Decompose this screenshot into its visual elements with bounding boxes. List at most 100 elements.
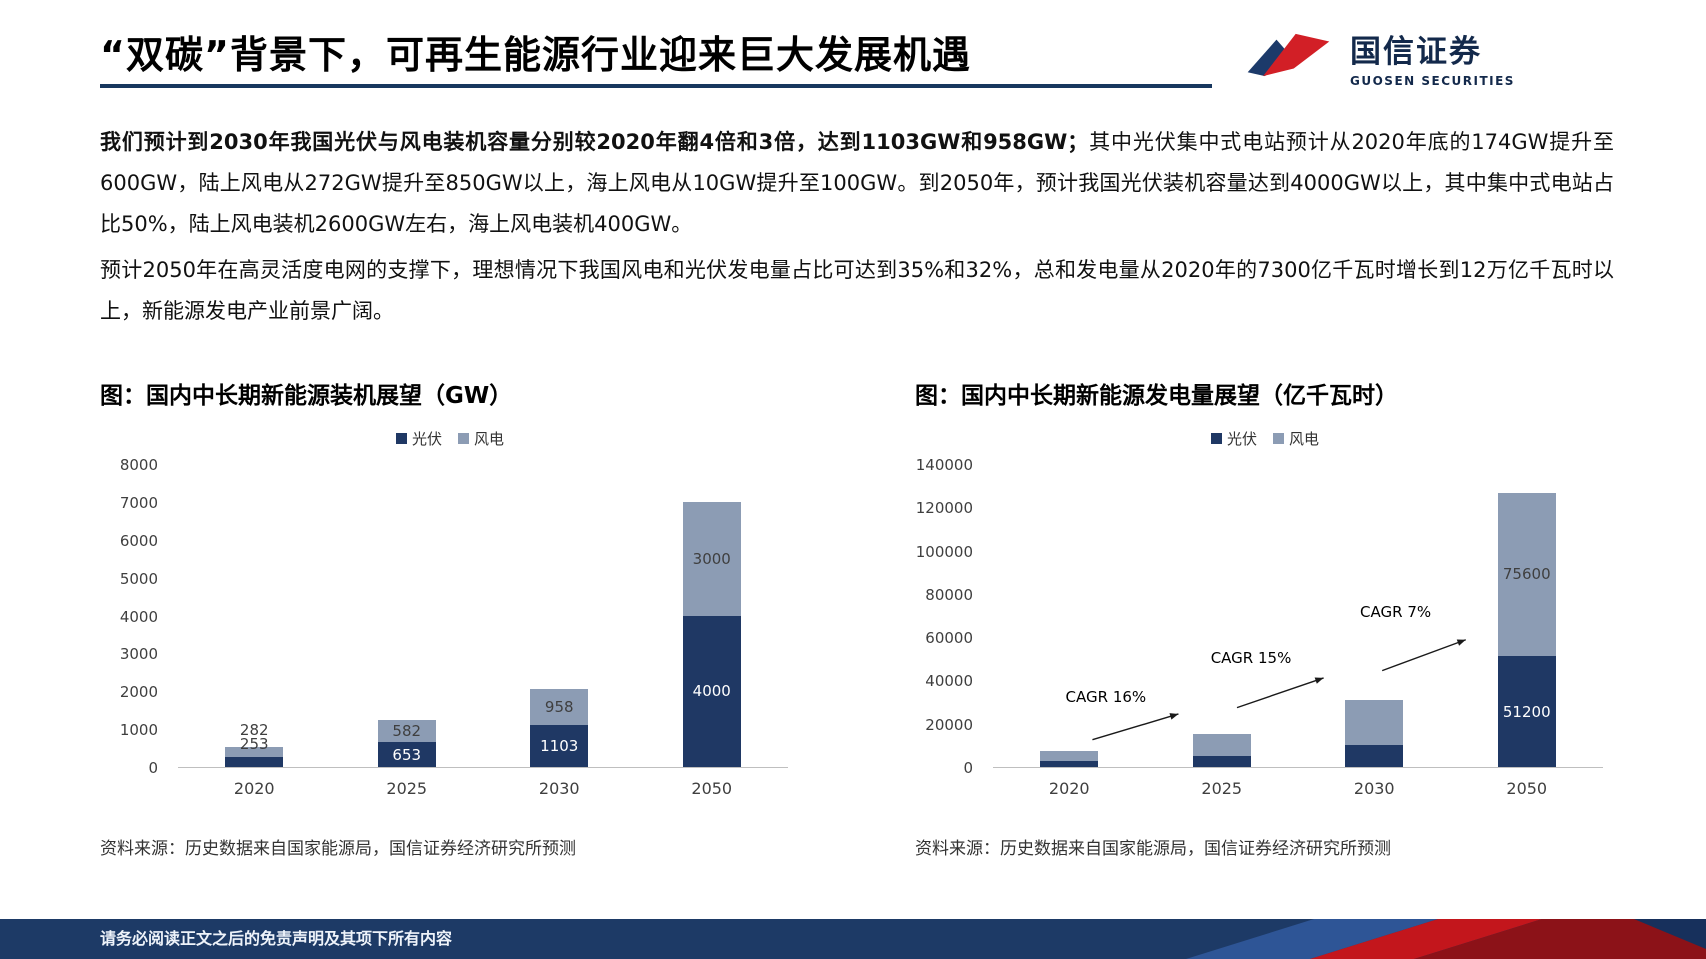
bar-value-label: 75600 [1502,565,1551,584]
y-axis-tick-label: 5000 [119,569,158,588]
legend-swatch [1210,433,1222,444]
legend-label: 风电 [474,430,505,448]
legend-label: 光伏 [1226,430,1257,448]
y-axis-tick-label: 1000 [119,721,158,740]
bar-value-label: 1103 [540,737,579,756]
footer-bar: 请务必阅读正文之后的免责声明及其项下所有内容 [0,919,1706,959]
bar-value-label: 958 [544,698,574,717]
title-underline [100,84,1212,88]
bar-segment-风电-2050 [1497,492,1556,657]
y-axis-tick-label: 140000 [915,456,973,474]
y-axis-tick-label: 2000 [119,683,158,702]
category-slot-2025: 653 582 [331,464,484,767]
summary-paragraph-1-bold: 我们预计到2030年我国光伏与风电装机容量分别较2020年翻4倍和3倍，达到11… [100,130,1089,154]
guosen-logo: 国信证券 GUOSEN SECURITIES [1240,26,1515,88]
bar-value-label: 653 [392,745,422,764]
x-axis-category-label: 2050 [1506,779,1548,798]
page-title: “双碳”背景下，可再生能源行业迎来巨大发展机遇 [100,33,971,77]
x-axis-category-label: 2050 [691,779,733,798]
bar-segment-风电-2020 [225,746,284,758]
bar-segment-光伏-2025 [377,742,436,767]
x-axis-category-label: 2020 [1048,779,1090,798]
bar-segment-风电-2050 [682,501,741,616]
category-slot-2030: 1103 958 [483,464,636,767]
guosen-logo-text: 国信证券 GUOSEN SECURITIES [1350,26,1515,88]
y-axis-tick-label: 100000 [915,542,973,561]
logo-company-subtitle: GUOSEN SECURITIES [1350,74,1515,88]
footer-disclaimer: 请务必阅读正文之后的免责声明及其项下所有内容 [100,929,453,948]
guosen-logo-icon [1240,26,1336,88]
y-axis-tick-label: 20000 [925,715,973,734]
legend-label: 光伏 [411,430,442,448]
chart-legend: 光伏 风电 [100,428,800,449]
cagr-annotation: CAGR 16% [1065,688,1147,707]
bar-value-label: 582 [392,722,422,741]
cagr-annotation: CAGR 15% [1210,648,1292,667]
y-axis-tick-label: 3000 [119,645,158,664]
bar-segment-光伏-2020 [225,757,284,767]
category-slot-2030 [1298,464,1451,767]
x-axis-category-label: 2030 [1353,779,1395,798]
chart-title-power-generation: 图：国内中长期新能源发电量展望（亿千瓦时） [915,383,1398,409]
bar-segment-风电-2025 [1192,733,1251,756]
legend-label: 风电 [1289,430,1320,448]
bar-segment-风电-2030 [530,688,589,726]
legend-item-风电: 风电 [1273,428,1319,449]
summary-paragraph-1-rest: 其中光伏集中式电站预计从2020年底的174GW提升至600GW，陆上风电从27… [100,130,1614,236]
footer-decoration [1186,919,1706,959]
y-axis-tick-label: 120000 [915,499,973,518]
legend-swatch [458,433,469,444]
bar-value-label: 3000 [692,549,731,568]
y-axis-tick-label: 4000 [119,607,158,626]
y-axis-tick-label: 80000 [925,585,973,604]
bar-segment-光伏-2020 [1040,761,1099,767]
logo-company-name: 国信证券 [1350,34,1482,70]
legend-item-风电: 风电 [458,428,504,449]
legend-swatch [1273,433,1284,444]
category-slot-2020: 253 282 [178,464,331,767]
legend-item-光伏: 光伏 [395,428,442,449]
bar-segment-光伏-2050 [682,615,741,767]
y-axis-tick-label: 60000 [925,629,973,648]
x-axis-category-label: 2020 [233,779,275,798]
y-axis-labels: 0 20000 40000 60000 80000 100000 120000 140000 [915,456,983,777]
plot-area: 253 282 653 582 1103 958 4000 3000 [178,464,788,768]
y-axis-tick-label: 0 [148,759,158,777]
y-axis-tick-label: 8000 [119,456,158,474]
bar-segment-风电-2030 [1345,699,1404,746]
legend-swatch [395,433,407,444]
bars-container: 253 282 653 582 1103 958 4000 3000 [178,464,788,767]
summary-paragraph-1: 我们预计到2030年我国光伏与风电装机容量分别较2020年翻4倍和3倍，达到11… [100,122,1614,245]
bar-segment-光伏-2030 [1345,745,1404,767]
category-slot-2050: 51200 75600 [1451,464,1604,767]
bar-value-label: 4000 [692,682,731,701]
category-slot-2025 [1146,464,1299,767]
bar-segment-风电-2020 [1040,751,1099,762]
y-axis-tick-label: 40000 [925,672,973,691]
category-slot-2020 [993,464,1146,767]
plot-area: 51200 75600 CAGR 16% CAGR 15% CAGR 7% [993,464,1603,768]
bar-segment-光伏-2050 [1497,656,1556,767]
legend-item-光伏: 光伏 [1210,428,1257,449]
x-axis-labels: 2020 2025 2030 2050 [993,779,1603,798]
bar-segment-光伏-2025 [1192,755,1251,767]
y-axis-tick-label: 0 [963,759,973,777]
chart-installed-capacity: 光伏 风电 0 1000 2000 3000 4000 5000 6000 7000 8000 2… [100,424,800,810]
bar-value-label: 253 [239,734,269,753]
source-note-left: 资料来源：历史数据来自国家能源局，国信证券经济研究所预测 [100,839,576,859]
x-axis-category-label: 2030 [538,779,580,798]
y-axis-tick-label: 7000 [119,493,158,512]
cagr-annotation: CAGR 7% [1360,603,1432,622]
chart-legend: 光伏 风电 [915,428,1615,449]
summary-paragraph-2: 预计2050年在高灵活度电网的支撑下，理想情况下我国风电和光伏发电量占比可达到3… [100,258,1614,323]
source-note-right: 资料来源：历史数据来自国家能源局，国信证券经济研究所预测 [915,839,1391,859]
cagr-arrows [1092,639,1466,741]
y-axis-tick-label: 6000 [119,531,158,550]
y-axis-labels: 0 1000 2000 3000 4000 5000 6000 7000 8000 [100,456,168,777]
chart-title-installed-capacity: 图：国内中长期新能源装机展望（GW） [100,383,513,409]
category-slot-2050: 4000 3000 [636,464,789,767]
bar-value-label: 282 [239,720,269,739]
bar-value-label: 51200 [1502,702,1551,721]
x-axis-category-label: 2025 [386,779,428,798]
